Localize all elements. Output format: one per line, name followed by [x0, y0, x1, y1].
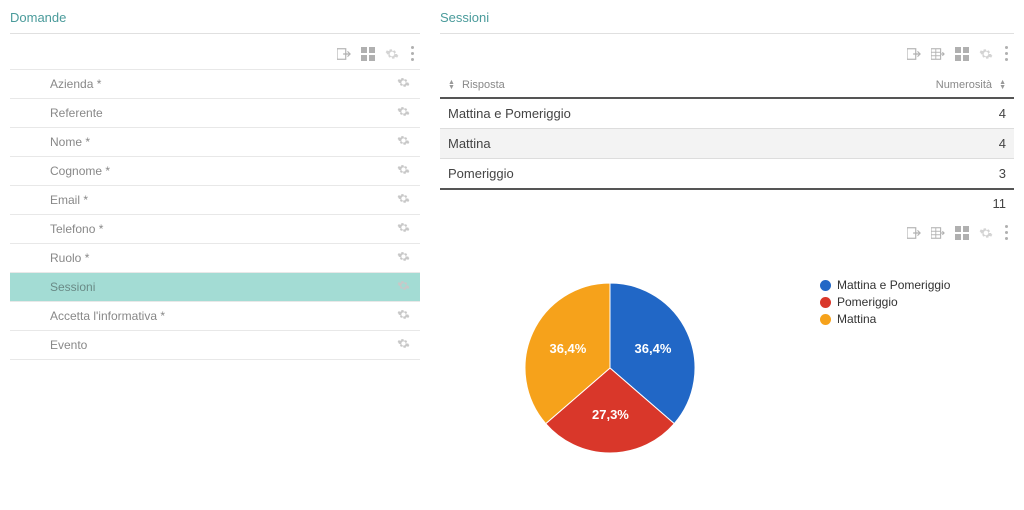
gear-icon[interactable] [397, 134, 410, 150]
field-label: Cognome * [50, 164, 110, 178]
questions-panel: Domande Azienda * Referente Nome * Cognome … [10, 6, 430, 504]
export-icon[interactable] [907, 47, 921, 61]
legend-swatch [820, 297, 831, 308]
field-row[interactable]: Referente [10, 99, 420, 128]
menu-icon[interactable] [1003, 46, 1010, 61]
cell-count: 4 [794, 98, 1014, 129]
gear-icon[interactable] [397, 279, 410, 295]
field-list: Azienda * Referente Nome * Cognome * Email *… [10, 69, 420, 360]
response-table: ▲▼ Risposta Numerosità ▲▼ Mattina e Pome… [440, 73, 1014, 217]
field-row[interactable]: Telefono * [10, 215, 420, 244]
chart-area: 36,4%27,3%36,4% Mattina e Pomeriggio Pome… [440, 268, 1014, 468]
field-label: Email * [50, 193, 88, 207]
pie-chart: 36,4%27,3%36,4% [480, 268, 740, 468]
table-export-icon[interactable] [931, 226, 945, 240]
gear-icon[interactable] [979, 226, 993, 240]
export-icon[interactable] [907, 226, 921, 240]
legend-label: Pomeriggio [837, 295, 898, 309]
sort-icon: ▲▼ [999, 80, 1006, 90]
gear-icon[interactable] [397, 105, 410, 121]
cell-response: Pomeriggio [440, 159, 794, 190]
questions-title: Domande [10, 6, 420, 34]
field-label: Accetta l'informativa * [50, 309, 165, 323]
response-table-wrap: ▲▼ Risposta Numerosità ▲▼ Mattina e Pome… [440, 73, 1014, 217]
gear-icon[interactable] [397, 76, 410, 92]
field-row[interactable]: Sessioni [10, 273, 420, 302]
field-row[interactable]: Azienda * [10, 70, 420, 99]
col-response-header[interactable]: ▲▼ Risposta [440, 73, 794, 98]
field-row[interactable]: Cognome * [10, 157, 420, 186]
cell-count: 4 [794, 129, 1014, 159]
table-row[interactable]: Mattina e Pomeriggio4 [440, 98, 1014, 129]
export-icon[interactable] [337, 47, 351, 61]
field-row[interactable]: Evento [10, 331, 420, 360]
menu-icon[interactable] [409, 46, 416, 61]
gear-icon[interactable] [397, 192, 410, 208]
legend-label: Mattina e Pomeriggio [837, 278, 950, 292]
gear-icon[interactable] [979, 47, 993, 61]
sort-icon: ▲▼ [448, 80, 455, 90]
col-count-header[interactable]: Numerosità ▲▼ [794, 73, 1014, 98]
legend-item[interactable]: Mattina e Pomeriggio [820, 278, 950, 292]
table-export-icon[interactable] [931, 47, 945, 61]
table-toolbar [440, 38, 1014, 69]
menu-icon[interactable] [1003, 225, 1010, 240]
field-label: Telefono * [50, 222, 103, 236]
gear-icon[interactable] [397, 250, 410, 266]
grid-icon[interactable] [955, 226, 969, 240]
legend-item[interactable]: Pomeriggio [820, 295, 950, 309]
sessions-panel: Sessioni ▲▼ Risp [430, 6, 1014, 504]
legend-label: Mattina [837, 312, 876, 326]
gear-icon[interactable] [397, 221, 410, 237]
legend-swatch [820, 314, 831, 325]
sessions-title: Sessioni [440, 6, 1014, 34]
table-row[interactable]: Pomeriggio3 [440, 159, 1014, 190]
grid-icon[interactable] [955, 47, 969, 61]
gear-icon[interactable] [397, 308, 410, 324]
chart-legend: Mattina e Pomeriggio Pomeriggio Mattina [820, 278, 950, 468]
col-response-label: Risposta [462, 79, 505, 91]
field-row[interactable]: Accetta l'informativa * [10, 302, 420, 331]
field-row[interactable]: Nome * [10, 128, 420, 157]
field-label: Referente [50, 106, 103, 120]
table-row[interactable]: Mattina4 [440, 129, 1014, 159]
field-label: Sessioni [50, 280, 95, 294]
grid-icon[interactable] [361, 47, 375, 61]
cell-response: Mattina [440, 129, 794, 159]
app-root: Domande Azienda * Referente Nome * Cognome … [0, 0, 1024, 510]
gear-icon[interactable] [397, 163, 410, 179]
pie-svg [510, 268, 710, 468]
field-label: Evento [50, 338, 87, 352]
legend-swatch [820, 280, 831, 291]
cell-response: Mattina e Pomeriggio [440, 98, 794, 129]
field-row[interactable]: Email * [10, 186, 420, 215]
chart-toolbar [440, 217, 1014, 248]
questions-toolbar [10, 38, 420, 69]
col-count-label: Numerosità [936, 79, 992, 91]
field-label: Azienda * [50, 77, 101, 91]
cell-count: 3 [794, 159, 1014, 190]
legend-item[interactable]: Mattina [820, 312, 950, 326]
field-row[interactable]: Ruolo * [10, 244, 420, 273]
field-label: Ruolo * [50, 251, 89, 265]
field-label: Nome * [50, 135, 90, 149]
gear-icon[interactable] [397, 337, 410, 353]
gear-icon[interactable] [385, 47, 399, 61]
table-total: 11 [440, 189, 1014, 217]
